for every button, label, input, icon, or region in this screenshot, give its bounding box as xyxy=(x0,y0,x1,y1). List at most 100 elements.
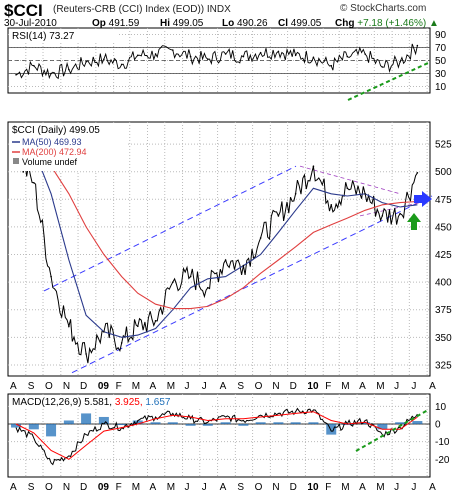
volume-legend-swatch xyxy=(13,158,19,164)
macd-tick-label: 10 xyxy=(435,402,447,413)
macd-x-tick-label: F xyxy=(116,482,122,493)
rsi-tick-label: 50 xyxy=(435,56,447,67)
high-value: 499.05 xyxy=(172,18,204,29)
macd-x-tick-label: A xyxy=(429,482,436,493)
price-tick-label: 475 xyxy=(435,195,452,206)
macd-hist-bar xyxy=(150,422,161,425)
high-quote: Hi 499.05 xyxy=(160,18,203,29)
price-tick-label: 375 xyxy=(435,305,452,316)
rsi-point xyxy=(103,58,105,60)
price-x-tick-label: M xyxy=(132,381,140,392)
macd-hist-bar xyxy=(273,422,284,425)
low-quote: Lo 490.26 xyxy=(222,18,268,29)
macd-hist-bar xyxy=(220,422,231,425)
price-point xyxy=(68,325,70,328)
price-x-tick-label: A xyxy=(220,381,227,392)
rsi-point xyxy=(399,61,401,63)
macd-x-tick-label: J xyxy=(394,482,399,493)
price-x-tick-label: A xyxy=(10,381,17,392)
rsi-point xyxy=(242,55,245,58)
price-point xyxy=(224,259,227,261)
price-point xyxy=(381,215,384,217)
price-x-tick-label: D xyxy=(290,381,297,392)
price-point xyxy=(312,165,315,167)
rsi-point xyxy=(224,53,227,55)
price-point xyxy=(136,325,139,328)
macd-hist-bar xyxy=(98,416,109,425)
macd-x-tick-label: S xyxy=(237,482,244,493)
price-x-tick-label: J xyxy=(394,381,399,392)
change-label: Chg xyxy=(335,18,355,29)
rsi-point xyxy=(330,64,333,67)
rsi-point xyxy=(416,44,419,47)
price-x-tick-label: F xyxy=(116,381,122,392)
volume-legend: Volume undef xyxy=(22,157,78,167)
macd-hist-bar xyxy=(255,422,266,425)
rsi-point xyxy=(85,61,87,63)
macd-hist-bar xyxy=(326,424,337,435)
rsi-point xyxy=(277,50,280,53)
price-tick-label: 425 xyxy=(435,250,452,261)
macd-hist-bar xyxy=(360,422,371,425)
price-x-tick-label: J xyxy=(185,381,190,392)
price-point xyxy=(330,204,333,206)
price-tick-label: 400 xyxy=(435,278,452,289)
rsi-point xyxy=(154,53,157,55)
rsi-point xyxy=(259,51,262,54)
rsi-point xyxy=(33,64,35,67)
rsi-tick-label: 70 xyxy=(435,43,447,54)
macd-x-tick-label: 09 xyxy=(98,482,110,493)
rsi-point xyxy=(294,54,297,57)
macd-signal-line xyxy=(15,411,418,460)
price-line xyxy=(15,154,418,364)
macd-x-tick-label: D xyxy=(290,482,297,493)
open-quote: Op 491.59 xyxy=(92,18,139,29)
triangle-upper-line xyxy=(299,165,401,195)
macd-hist-bar xyxy=(116,424,127,426)
price-x-tick-label: M xyxy=(167,381,175,392)
price-x-tick-label: N xyxy=(272,381,279,392)
macd-x-tick-label: M xyxy=(341,482,349,493)
price-point xyxy=(346,187,349,190)
rsi-point xyxy=(346,55,349,58)
macd-x-tick-label: J xyxy=(185,482,190,493)
price-tick-label: 500 xyxy=(435,167,452,178)
rsi-line xyxy=(15,43,418,80)
price-point xyxy=(33,181,35,184)
rsi-point xyxy=(312,56,315,59)
macd-x-tick-label: A xyxy=(150,482,157,493)
ma200-legend: MA(200) 472.94 xyxy=(22,147,87,157)
price-tick-label: 450 xyxy=(435,222,452,233)
triangle-lower-line xyxy=(359,202,421,217)
rsi-point xyxy=(381,66,384,68)
macd-hist-bar xyxy=(28,424,39,430)
index-name: (Reuters-CRB (CCI) Index (EOD)) INDX xyxy=(53,4,231,15)
macd-hist-bar xyxy=(290,422,301,425)
low-label: Lo xyxy=(222,18,235,29)
channel-lower-line xyxy=(71,195,433,374)
symbol-title: $CCI xyxy=(4,1,43,20)
rsi-legend: RSI(14) 73.27 xyxy=(12,31,75,42)
blue-arrow-icon xyxy=(414,191,432,207)
close-label: Cl xyxy=(278,18,288,29)
macd-hist-bar xyxy=(185,424,196,426)
price-point xyxy=(189,275,192,278)
price-x-tick-label: A xyxy=(359,381,366,392)
macd-hist-bar xyxy=(167,422,178,425)
rsi-tick-label: 30 xyxy=(435,69,447,80)
price-x-tick-label: F xyxy=(325,381,331,392)
macd-hist-bar xyxy=(412,421,423,425)
change-value: +7.18 (+1.46%) xyxy=(357,18,427,29)
macd-x-tick-label: A xyxy=(359,482,366,493)
price-point xyxy=(277,215,280,217)
date-label: 30-Jul-2010 xyxy=(4,18,57,29)
rsi-point xyxy=(171,49,174,51)
rsi-point xyxy=(15,74,17,76)
green-arrow-icon xyxy=(407,213,421,230)
macd-x-tick-label: 10 xyxy=(307,482,319,493)
rsi-trendline xyxy=(347,62,429,101)
rsi-tick-label: 10 xyxy=(435,82,447,93)
price-point xyxy=(103,331,105,333)
price-x-tick-label: N xyxy=(63,381,70,392)
